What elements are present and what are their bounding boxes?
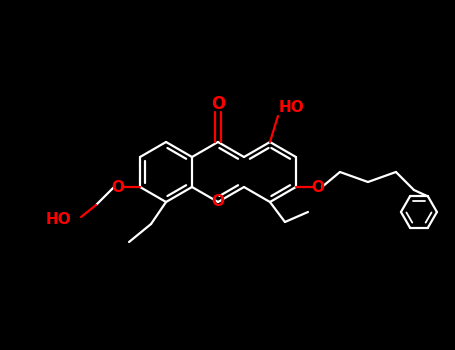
Text: O: O — [311, 180, 324, 195]
Text: O: O — [111, 180, 125, 195]
Text: O: O — [212, 195, 224, 210]
Text: O: O — [211, 95, 225, 113]
Text: HO: HO — [46, 212, 71, 228]
Text: HO: HO — [279, 100, 305, 116]
